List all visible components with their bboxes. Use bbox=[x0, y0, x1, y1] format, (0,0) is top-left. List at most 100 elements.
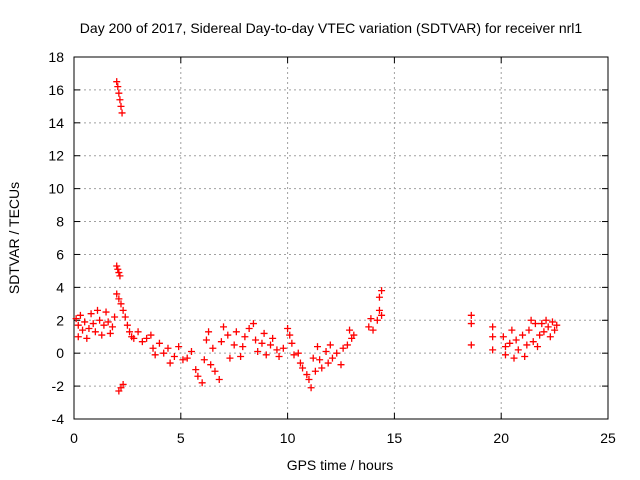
data-point bbox=[346, 326, 354, 334]
data-point bbox=[542, 316, 550, 324]
y-tick-label: 6 bbox=[56, 246, 64, 262]
data-point bbox=[164, 344, 172, 352]
data-point bbox=[512, 336, 520, 344]
data-point bbox=[467, 311, 475, 319]
data-point bbox=[322, 348, 330, 356]
data-point bbox=[96, 316, 104, 324]
x-tick-label: 15 bbox=[387, 430, 403, 446]
data-point bbox=[226, 354, 234, 362]
data-point bbox=[551, 326, 559, 334]
data-point bbox=[258, 339, 266, 347]
data-point bbox=[373, 316, 381, 324]
data-point bbox=[284, 325, 292, 332]
data-point bbox=[115, 295, 123, 303]
data-point bbox=[241, 333, 249, 341]
data-point bbox=[108, 323, 116, 331]
data-point bbox=[237, 352, 245, 360]
data-point bbox=[115, 269, 123, 277]
data-point bbox=[224, 331, 232, 339]
data-point bbox=[328, 354, 336, 362]
data-point bbox=[106, 329, 114, 337]
data-point bbox=[217, 338, 225, 346]
data-point bbox=[249, 320, 257, 328]
data-point bbox=[303, 371, 311, 379]
data-point bbox=[134, 328, 142, 336]
data-point bbox=[116, 272, 124, 280]
y-tick-label: 12 bbox=[48, 148, 64, 164]
data-points bbox=[72, 78, 561, 395]
data-point bbox=[510, 354, 518, 362]
data-point bbox=[311, 367, 319, 375]
grid bbox=[74, 57, 608, 419]
data-point bbox=[367, 315, 375, 323]
data-point bbox=[194, 372, 202, 380]
x-tick-label: 20 bbox=[493, 430, 509, 446]
data-point bbox=[87, 310, 95, 318]
data-point bbox=[175, 343, 183, 351]
data-point bbox=[489, 346, 497, 354]
data-point bbox=[232, 328, 240, 336]
data-point bbox=[245, 325, 253, 332]
data-point bbox=[254, 348, 262, 356]
data-point bbox=[252, 336, 260, 344]
data-point bbox=[111, 313, 119, 321]
data-point bbox=[309, 354, 317, 362]
data-point bbox=[506, 339, 514, 347]
data-point bbox=[155, 339, 163, 347]
data-point bbox=[119, 380, 127, 388]
data-point bbox=[378, 287, 386, 295]
data-point bbox=[299, 364, 307, 372]
data-point bbox=[113, 290, 121, 298]
data-point bbox=[149, 344, 157, 352]
data-point bbox=[275, 352, 283, 360]
data-point bbox=[74, 333, 82, 341]
data-point bbox=[546, 333, 554, 341]
y-tick-label: -4 bbox=[52, 411, 65, 427]
data-point bbox=[375, 293, 383, 301]
data-point bbox=[514, 346, 522, 354]
data-point bbox=[117, 300, 125, 308]
data-point bbox=[314, 343, 322, 351]
y-tick-label: 16 bbox=[48, 82, 64, 98]
y-tick-label: 18 bbox=[48, 49, 64, 65]
data-point bbox=[166, 359, 174, 367]
data-point bbox=[113, 78, 121, 86]
y-tick-label: 14 bbox=[48, 115, 64, 131]
data-point bbox=[333, 349, 341, 357]
x-tick-label: 0 bbox=[70, 430, 78, 446]
data-point bbox=[179, 356, 187, 364]
y-tick-label: 4 bbox=[56, 279, 64, 295]
data-point bbox=[121, 313, 129, 321]
data-point bbox=[531, 320, 539, 328]
data-point bbox=[198, 379, 206, 387]
data-point bbox=[89, 320, 97, 328]
data-point bbox=[326, 341, 334, 349]
data-point bbox=[81, 318, 89, 326]
data-point bbox=[467, 320, 475, 328]
data-point bbox=[279, 344, 287, 352]
data-point bbox=[117, 102, 125, 110]
data-point bbox=[183, 354, 191, 362]
data-point bbox=[116, 96, 124, 104]
data-point bbox=[200, 356, 208, 364]
data-point bbox=[307, 384, 315, 392]
data-point bbox=[74, 321, 82, 329]
data-point bbox=[540, 328, 548, 336]
data-point bbox=[343, 341, 351, 349]
data-point bbox=[365, 323, 373, 331]
data-point bbox=[350, 331, 358, 339]
data-point bbox=[202, 336, 210, 344]
data-point bbox=[239, 343, 247, 351]
y-tick-label: 10 bbox=[48, 181, 64, 197]
data-point bbox=[209, 344, 217, 352]
data-point bbox=[273, 346, 281, 354]
data-point bbox=[286, 331, 294, 339]
data-point bbox=[501, 343, 509, 351]
data-point bbox=[318, 364, 326, 372]
y-tick-label: -2 bbox=[52, 378, 65, 394]
data-point bbox=[104, 318, 112, 326]
data-point bbox=[290, 351, 298, 359]
data-point bbox=[187, 348, 195, 356]
data-point bbox=[205, 328, 213, 336]
y-tick-label: 2 bbox=[56, 312, 64, 328]
